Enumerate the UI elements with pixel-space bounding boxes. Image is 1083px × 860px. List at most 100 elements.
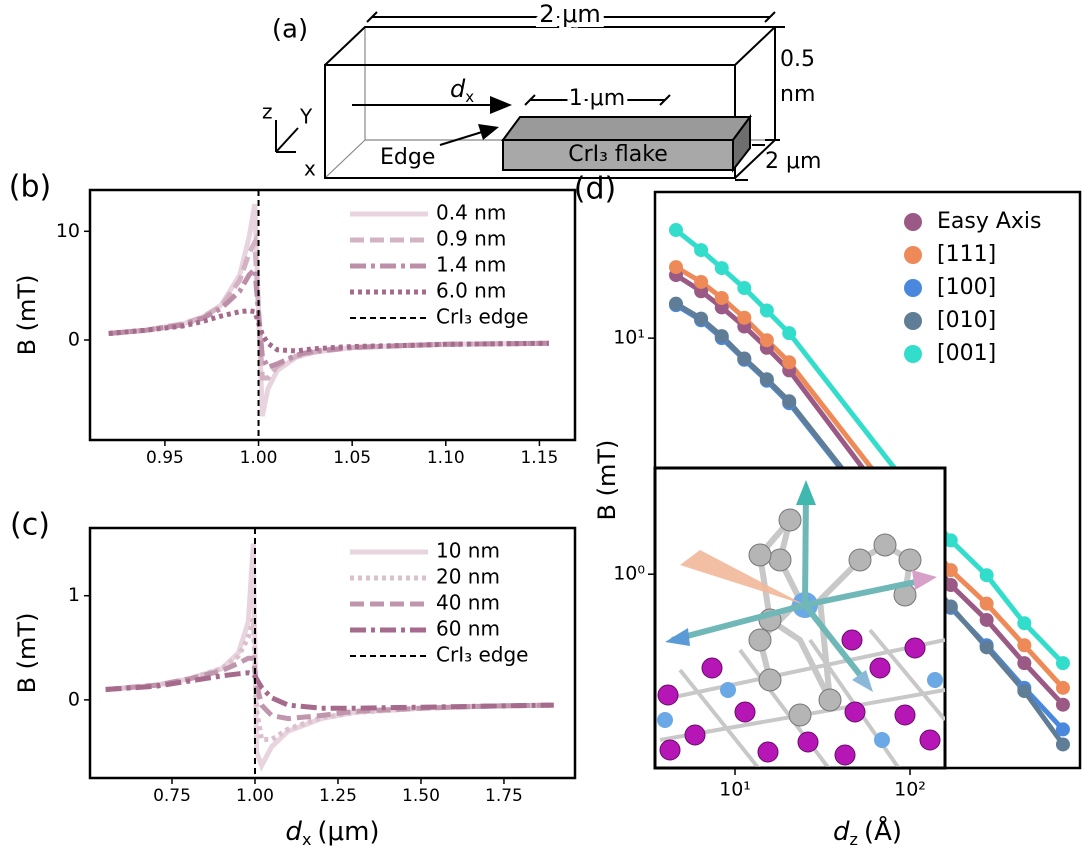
iodine-atoms	[657, 629, 941, 766]
y-tick-label: 10	[56, 220, 80, 242]
arrow-head	[796, 480, 816, 505]
data-point	[714, 261, 729, 276]
data-point	[782, 394, 797, 409]
data-point	[737, 281, 752, 296]
data-point	[737, 310, 752, 325]
atom	[919, 729, 941, 751]
arrow-head	[490, 96, 512, 114]
x-axis-label: dz (Å)	[833, 815, 902, 849]
panel-label: (d)	[574, 172, 616, 207]
x-tick-label: 1.00	[236, 786, 274, 806]
data-point	[979, 612, 994, 627]
atom	[873, 533, 897, 557]
x-label-unit: (Å)	[864, 815, 902, 847]
data-point	[943, 533, 958, 548]
atom	[869, 657, 891, 679]
data-point	[979, 568, 994, 583]
arrow-head	[665, 628, 690, 646]
legend-marker	[904, 279, 922, 297]
legend-label: Easy Axis	[937, 209, 1042, 234]
atom	[657, 684, 679, 706]
plot-frame	[88, 188, 577, 442]
length-label: 2 μm	[539, 0, 601, 28]
dx-subscript: x	[465, 88, 474, 106]
axis-name: z	[262, 100, 273, 124]
legend-label: [001]	[937, 341, 996, 366]
series-line	[674, 264, 1065, 690]
legend-label: CrI₃ edge	[436, 305, 528, 329]
dx-symbol: d	[450, 75, 466, 103]
x-tick-label: 1.15	[520, 448, 558, 468]
atom	[748, 628, 772, 652]
atom	[841, 629, 863, 651]
data-point	[782, 326, 797, 341]
dimension-ticks	[765, 26, 785, 141]
legend-label: [100]	[937, 275, 996, 300]
height-label: nm	[780, 82, 815, 107]
y-axis-label: B (mT)	[13, 275, 41, 356]
data-point	[1055, 697, 1070, 712]
atom	[701, 657, 723, 679]
x-axis-label: dx (μm)	[285, 817, 379, 849]
x-label-symbol: d	[285, 817, 302, 847]
data-point	[694, 274, 709, 289]
data-point	[1017, 656, 1032, 671]
structure-inset	[653, 466, 947, 770]
x-tick-label: 10¹	[719, 779, 751, 801]
series-line	[105, 655, 554, 722]
legend-label: CrI₃ edge	[436, 643, 528, 667]
x-tick-label: 1.05	[333, 448, 371, 468]
arrow-head	[912, 570, 937, 590]
data-point	[1017, 616, 1032, 631]
spin-arrows	[671, 489, 926, 687]
atom	[720, 682, 736, 698]
legend-label: 6.0 nm	[436, 279, 506, 303]
legend-label: [111]	[937, 242, 996, 267]
series-line	[674, 272, 1065, 707]
atom	[748, 543, 772, 567]
flake-length-label: 1 μm	[569, 86, 625, 111]
data-point	[782, 355, 797, 370]
y-tick-label: 0	[68, 329, 80, 351]
y-tick-label: 1	[68, 584, 80, 606]
x-tick-label: 10²	[894, 779, 926, 801]
legend-label: 1.4 nm	[436, 253, 506, 277]
data-point	[1017, 638, 1032, 653]
atom	[778, 508, 802, 532]
x-tick-label: 1.25	[319, 786, 357, 806]
flake-top	[501, 116, 752, 141]
y-tick-label: 10¹	[613, 327, 645, 349]
atom	[848, 548, 872, 572]
panel-label: (b)	[9, 170, 51, 205]
x-tick-label: 0.95	[146, 448, 184, 468]
atom	[768, 548, 792, 572]
atom	[659, 739, 681, 761]
legend-label: 40 nm	[436, 591, 500, 615]
data-point	[668, 223, 683, 238]
y-axis-label: B (mT)	[13, 613, 41, 694]
data-point	[668, 260, 683, 275]
data-point	[979, 596, 994, 611]
atom	[894, 704, 916, 726]
y-tick-label: 0	[68, 688, 80, 710]
structure	[657, 480, 945, 768]
arrow-head	[478, 124, 499, 140]
plot-frame	[653, 190, 1082, 770]
dimension-ticks	[735, 144, 765, 181]
legend-label: 0.9 nm	[436, 227, 506, 251]
y-axis-label: B (mT)	[593, 440, 621, 521]
dimension-line	[524, 94, 671, 106]
atom	[657, 712, 673, 728]
series-line	[105, 670, 554, 711]
x-tick-label: 1.75	[485, 786, 523, 806]
atom	[874, 732, 890, 748]
atom	[757, 741, 779, 763]
chromium-atoms	[657, 672, 943, 748]
x-tick-label: 1.10	[427, 448, 465, 468]
atom	[898, 548, 922, 572]
x-tick-label: 0.75	[153, 786, 191, 806]
flake-front	[502, 139, 734, 171]
data-point	[943, 599, 958, 614]
series-line	[674, 301, 1066, 746]
